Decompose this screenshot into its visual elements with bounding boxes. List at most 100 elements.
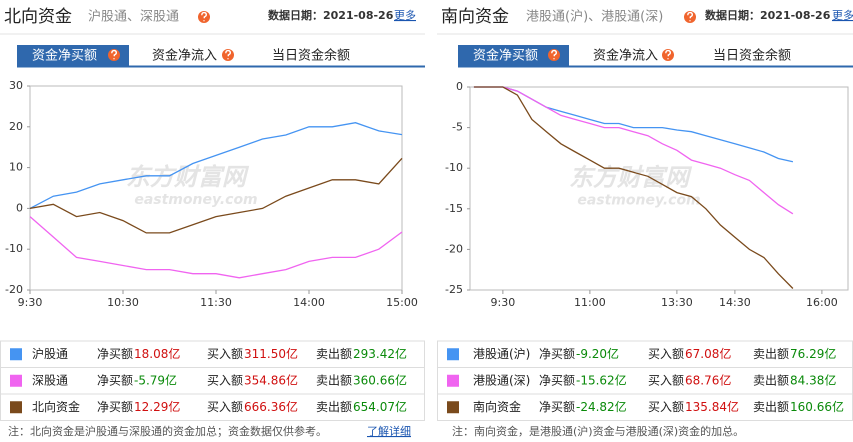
cell-value: 12.29亿 [134,399,180,414]
cell-value: 68.76亿 [685,372,731,387]
series-line [29,157,403,234]
watermark: 东方财富网 [126,163,250,191]
y-tick-label: -25 [445,283,463,296]
tab[interactable]: 资金净流入 [593,48,658,64]
cell-value: -15.62亿 [576,372,627,387]
cell-value: 67.08亿 [685,346,731,361]
x-tick-label: 14:00 [293,296,325,309]
cell-label: 卖出额 [316,347,352,361]
tab[interactable]: 当日资金余额 [272,48,350,64]
help-glyph [687,11,694,22]
help-glyph [665,49,672,60]
help-glyph [225,49,232,60]
cell-value: -9.20亿 [576,346,619,361]
legend-label: 南向资金 [473,399,521,414]
cell-value: 311.50亿 [244,346,298,361]
cell-label: 净买额 [97,400,133,414]
x-tick-label: 11:00 [574,296,606,309]
cell-value: 666.36亿 [244,399,298,414]
cell-value: 84.38亿 [790,372,836,387]
legend-label: 深股通 [32,373,68,387]
cell-label: 买入额 [648,400,684,414]
table-frame [0,340,425,421]
legend-swatch [10,374,22,387]
y-tick-label: -10 [445,161,463,174]
y-tick-label: 20 [9,120,23,133]
x-tick-label: 13:30 [661,296,693,309]
help-glyph [111,49,118,60]
footnote-link[interactable]: 了解详细 [367,424,411,438]
data-date: 数据日期：2021-08-26 [705,8,831,22]
y-tick-label: -20 [445,242,463,255]
y-tick-label: -20 [5,283,23,296]
cell-value: 160.66亿 [790,399,844,414]
tab[interactable]: 资金净买额 [32,48,97,64]
cell-value: 76.29亿 [790,346,836,361]
cell-value: 360.66亿 [353,372,407,387]
cell-value: -5.79亿 [134,372,177,387]
y-tick-label: -10 [5,242,23,255]
cell-label: 净买额 [97,347,133,361]
x-tick-label: 9:30 [491,296,516,309]
tab-active-bg[interactable] [17,45,129,66]
cell-label: 买入额 [207,373,243,387]
x-tick-label: 9:30 [18,296,43,309]
watermark: 东方财富网 [569,164,693,192]
cell-value: 293.42亿 [353,346,407,361]
tab[interactable]: 当日资金余额 [713,48,791,64]
cell-value: -24.82亿 [576,399,627,414]
footnote: 注：北向资金是沪股通与深股通的资金加总；资金数据仅供参考。 [8,424,327,438]
tab[interactable]: 资金净流入 [152,48,217,64]
series-line [29,122,403,209]
cell-label: 买入额 [207,400,243,414]
cell-label: 卖出额 [753,400,789,414]
cell-label: 卖出额 [753,347,789,361]
tab-active-bg[interactable] [458,45,569,66]
x-tick-label: 11:30 [200,296,232,309]
x-tick-label: 15:00 [386,296,418,309]
panel-title: 北向资金 [4,7,72,27]
data-date: 数据日期：2021-08-26 [268,8,394,22]
cell-label: 卖出额 [316,400,352,414]
legend-label: 港股通(沪) [473,347,530,361]
legend-swatch [447,401,459,414]
legend-label: 北向资金 [32,399,80,414]
plot-frame [469,86,849,291]
y-tick-label: 0 [456,80,463,93]
cell-value: 135.84亿 [685,399,739,414]
legend-label: 港股通(深) [473,373,530,387]
cell-label: 买入额 [648,347,684,361]
cell-label: 买入额 [207,347,243,361]
panel-title: 南向资金 [441,7,509,27]
footnote: 注：南向资金，是港股通(沪)资金与港股通(深)资金的加总。 [452,424,744,438]
legend-swatch [10,401,22,414]
more-link[interactable]: 更多 [394,8,416,22]
cell-label: 净买额 [539,400,575,414]
watermark-sub: eastmoney.com [577,193,700,209]
panel-subtitle: 沪股通、深股通 [88,9,179,25]
legend-swatch [447,348,459,361]
x-tick-label: 10:30 [107,296,139,309]
cell-label: 净买额 [539,347,575,361]
cell-label: 净买额 [539,373,575,387]
panel-subtitle: 港股通(沪)、港股通(深) [526,9,663,25]
y-tick-label: 10 [9,161,23,174]
cell-label: 卖出额 [753,373,789,387]
x-tick-label: 16:00 [806,296,838,309]
tab[interactable]: 资金净买额 [473,48,538,64]
more-link[interactable]: 更多 [832,8,853,22]
y-tick-label: -5 [452,121,463,134]
series-line [29,216,403,279]
y-tick-label: -15 [445,202,463,215]
legend-swatch [10,348,22,361]
watermark-sub: eastmoney.com [134,192,257,208]
cell-value: 18.08亿 [134,346,180,361]
help-glyph [201,11,208,22]
cell-value: 354.86亿 [244,372,298,387]
legend-swatch [447,374,459,387]
y-tick-label: 0 [16,201,23,214]
cell-value: 654.07亿 [353,399,407,414]
series-line [473,86,794,215]
y-tick-label: 30 [9,79,23,92]
